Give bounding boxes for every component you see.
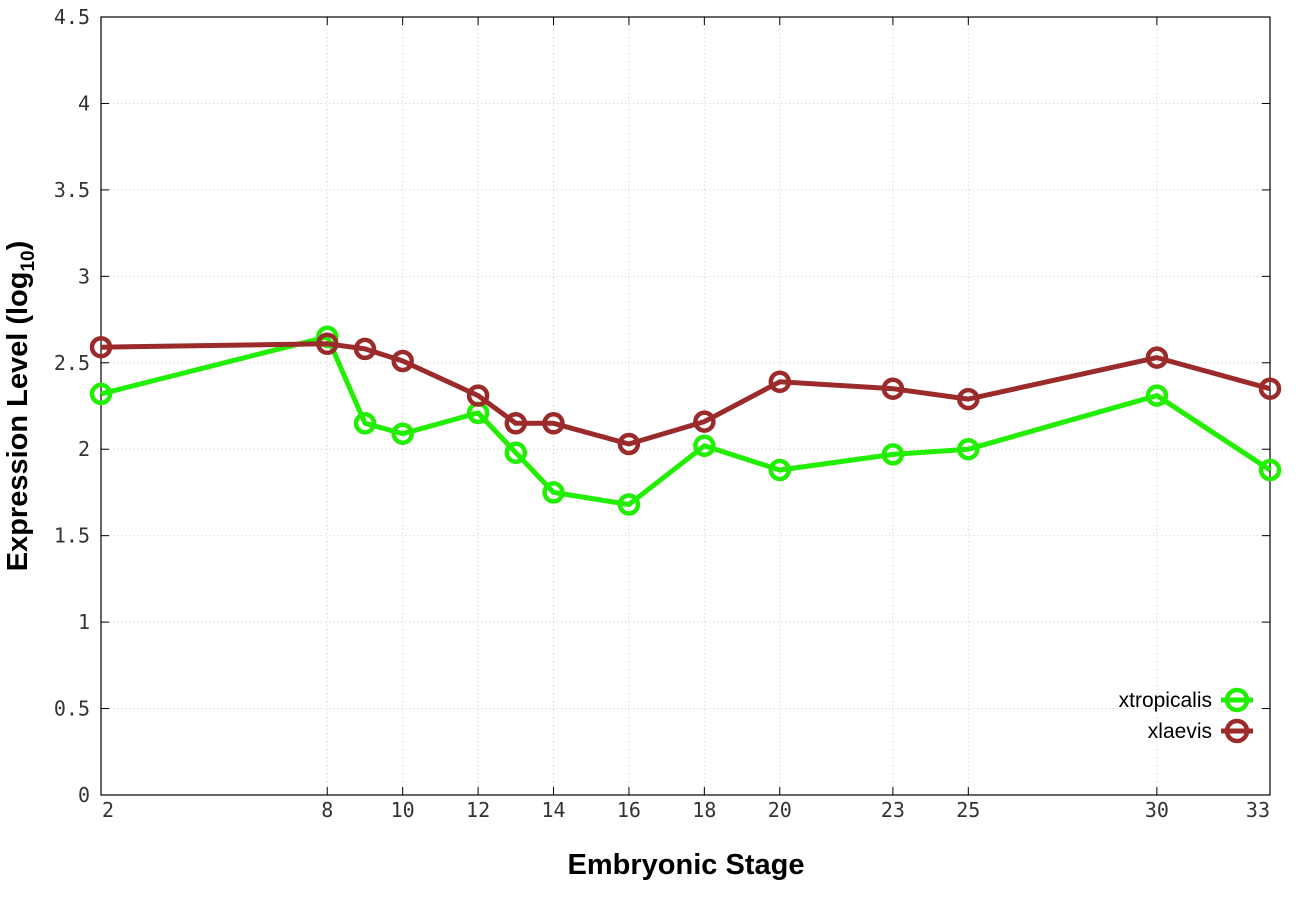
y-tick-label: 4.5 <box>54 5 90 29</box>
series-xtropicalis <box>89 325 1282 516</box>
data-point-xlaevis <box>1258 377 1282 400</box>
data-point-xlaevis <box>617 432 641 456</box>
x-tick-label: 16 <box>617 798 641 822</box>
data-point-xtropicalis <box>1258 458 1282 482</box>
y-tick-label: 1 <box>78 610 90 634</box>
data-point-xtropicalis <box>1145 384 1169 407</box>
data-point-xlaevis <box>881 377 905 400</box>
y-tick-label: 2 <box>78 437 90 461</box>
x-tick-label: 23 <box>881 798 905 822</box>
series-group <box>89 325 1282 516</box>
axis-ticks: 0 0.5 1 1.5 2 2.5 3 3.5 4 4.5 2 8 10 12 14 16 18 20 23 25 30… <box>54 5 1271 822</box>
legend-label-xlaevis: xlaevis <box>1148 720 1212 743</box>
data-point-xlaevis <box>768 370 792 394</box>
data-point-xlaevis <box>693 410 716 433</box>
x-tick-label: 30 <box>1145 798 1169 822</box>
data-point-xlaevis <box>957 387 980 411</box>
x-tick-label: 8 <box>321 798 333 822</box>
data-point-xtropicalis <box>353 412 377 435</box>
x-tick-label: 25 <box>956 798 980 822</box>
x-tick-label: 18 <box>692 798 716 822</box>
x-axis-title: Embryonic Stage <box>568 849 805 881</box>
x-tick-label: 12 <box>466 798 490 822</box>
data-point-xlaevis <box>542 412 565 435</box>
x-tick-label: 2 <box>102 798 114 822</box>
data-point-xlaevis <box>89 335 113 359</box>
x-tick-label: 20 <box>768 798 792 822</box>
plot-frame <box>100 16 1271 796</box>
legend: xtropicalis xlaevis <box>1119 687 1253 744</box>
series-xlaevis <box>89 332 1282 456</box>
data-point-xtropicalis <box>391 422 414 445</box>
series-line-xtropicalis <box>100 334 1272 507</box>
data-point-xtropicalis <box>89 382 113 406</box>
data-point-xlaevis <box>391 349 414 373</box>
x-tick-label: 33 <box>1246 798 1270 822</box>
data-point-xtropicalis <box>957 437 980 461</box>
data-point-xlaevis <box>316 332 339 356</box>
y-tick-label: 0.5 <box>54 697 90 721</box>
y-axis-title-subscript: 10 <box>18 250 39 271</box>
data-point-xlaevis <box>353 337 377 361</box>
data-point-xtropicalis <box>542 481 565 504</box>
y-tick-label: 1.5 <box>54 524 90 548</box>
y-axis-title: Expression Level (log10) <box>2 241 39 572</box>
y-tick-label: 2.5 <box>54 351 90 375</box>
y-tick-label: 0 <box>78 783 90 807</box>
data-point-xtropicalis <box>768 458 792 482</box>
data-point-xlaevis <box>466 384 490 407</box>
data-point-xtropicalis <box>617 493 641 516</box>
data-point-xtropicalis <box>693 434 716 458</box>
y-tick-label: 3.5 <box>54 178 90 202</box>
x-tick-label: 14 <box>541 798 565 822</box>
x-tick-label: 10 <box>391 798 415 822</box>
data-point-xlaevis <box>504 412 528 435</box>
series-line-xlaevis <box>100 341 1271 447</box>
data-point-xlaevis <box>1145 346 1169 369</box>
data-point-xtropicalis <box>881 443 905 466</box>
legend-label-xtropicalis: xtropicalis <box>1119 689 1212 712</box>
y-tick-label: 4 <box>78 91 90 115</box>
legend-marker-xlaevis <box>1224 718 1250 744</box>
legend-marker-xtropicalis <box>1224 687 1250 713</box>
grid-lines <box>101 17 1270 795</box>
data-point-xtropicalis <box>504 441 528 464</box>
y-axis-title-main: Expression Level (log <box>2 272 34 572</box>
y-axis-title-suffix: ) <box>2 241 34 251</box>
y-tick-label: 3 <box>78 264 90 288</box>
